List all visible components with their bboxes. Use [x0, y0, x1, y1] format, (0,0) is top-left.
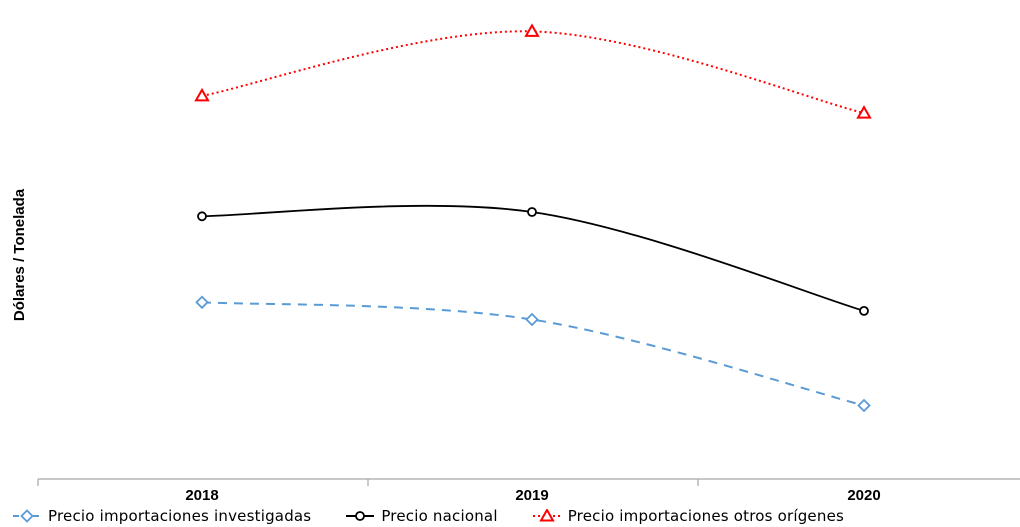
series-3-point-2018: [194, 87, 210, 102]
legend-swatch-1: [13, 509, 41, 523]
legend-label-3: Precio importaciones otros orígenes: [567, 507, 845, 525]
series-3-point-2020: [856, 105, 872, 119]
x-tick-label-2018: 2018: [185, 487, 218, 504]
legend-label-2: Precio nacional: [381, 507, 498, 525]
x-tick-labels: 2018 2019 2020: [185, 487, 880, 504]
series-2-point-2020: [859, 305, 869, 316]
legend-item-2: Precio nacional: [345, 507, 498, 525]
series-3: [194, 23, 872, 119]
series-2: [197, 204, 869, 316]
legend-swatch-3: [532, 509, 561, 522]
legend: Precio importaciones investigadas Precio …: [12, 506, 844, 526]
legend-marker-3: [538, 509, 555, 522]
series-line-3: [201, 30, 865, 115]
legend-item-1: Precio importaciones investigadas: [12, 507, 311, 525]
series-1-point-2020: [857, 398, 871, 413]
series-layer: [194, 23, 872, 413]
legend-swatch-2: [346, 511, 375, 521]
series-3-point-2019: [524, 23, 540, 37]
series-2-point-2019: [527, 207, 537, 217]
legend-marker-2: [355, 511, 366, 521]
series-1-point-2019: [525, 312, 539, 327]
series-line-2: [201, 204, 865, 312]
y-axis-label: Dólares / Tonelada: [11, 188, 28, 321]
series-1-point-2018: [195, 295, 209, 310]
series-1: [195, 295, 871, 413]
legend-label-1: Precio importaciones investigadas: [48, 507, 312, 525]
legend-item-3: Precio importaciones otros orígenes: [532, 507, 844, 525]
x-tick-label-2019: 2019: [515, 487, 548, 504]
legend-marker-1: [20, 509, 34, 523]
x-tick-label-2020: 2020: [847, 487, 880, 504]
series-2-point-2018: [197, 211, 207, 222]
